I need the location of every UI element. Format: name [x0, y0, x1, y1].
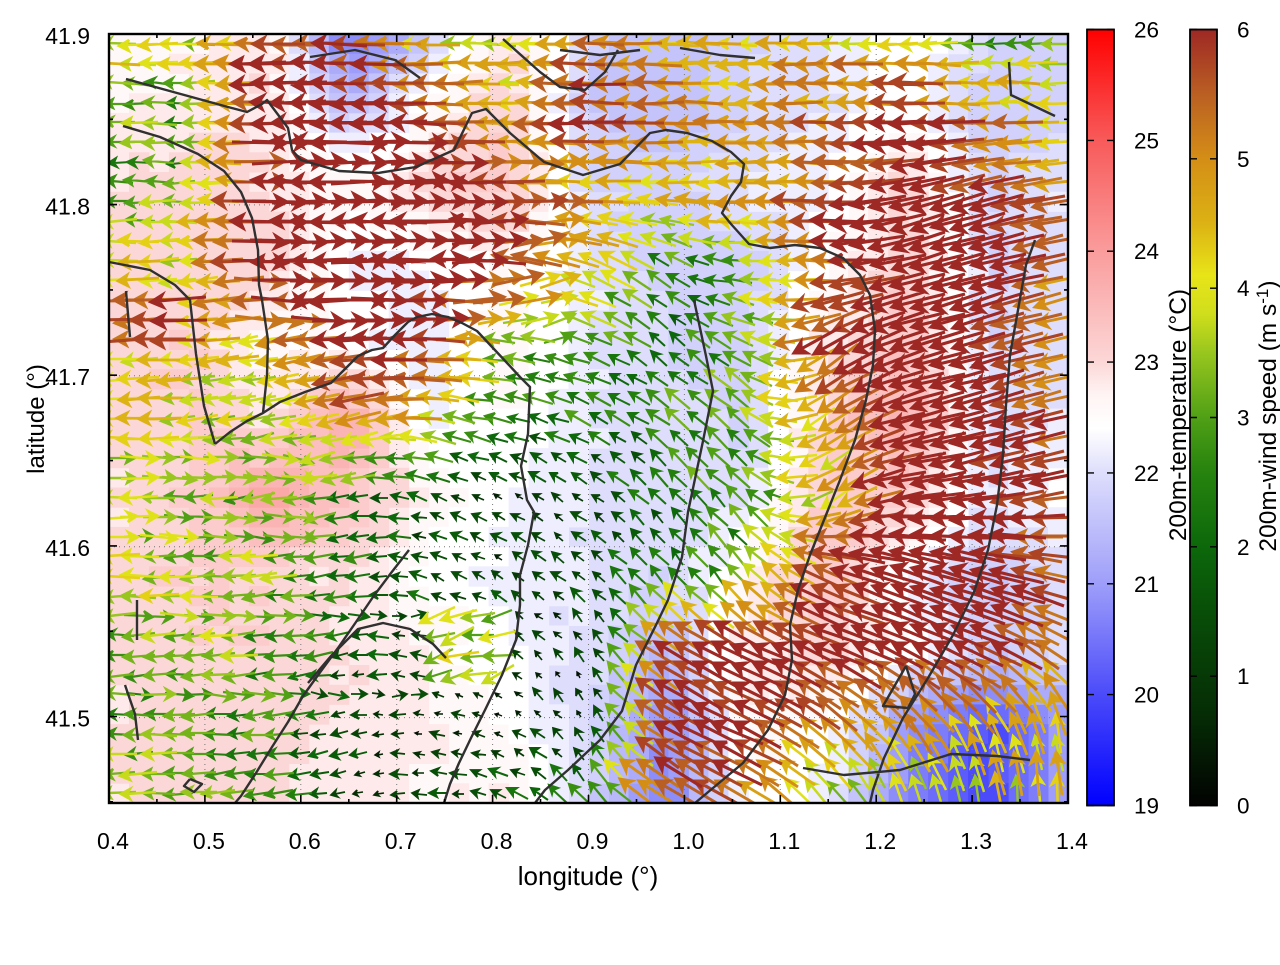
svg-text:0.9: 0.9: [577, 828, 609, 854]
svg-text:41.7: 41.7: [45, 364, 90, 390]
svg-text:0.8: 0.8: [481, 828, 513, 854]
svg-text:0.5: 0.5: [193, 828, 225, 854]
svg-text:41.6: 41.6: [45, 535, 90, 561]
svg-text:25: 25: [1134, 128, 1159, 153]
svg-text:longitude (°): longitude (°): [518, 861, 658, 891]
svg-text:200m-wind speed (m s-1): 200m-wind speed (m s-1): [1253, 280, 1280, 551]
svg-text:latitude (°): latitude (°): [23, 364, 50, 474]
svg-text:41.5: 41.5: [45, 706, 90, 732]
svg-text:19: 19: [1134, 794, 1159, 819]
svg-text:0.6: 0.6: [289, 828, 321, 854]
svg-text:4: 4: [1237, 276, 1250, 301]
svg-text:26: 26: [1134, 18, 1159, 43]
svg-text:24: 24: [1134, 239, 1159, 264]
svg-text:0: 0: [1237, 794, 1250, 819]
svg-text:23: 23: [1134, 350, 1159, 375]
svg-text:5: 5: [1237, 147, 1250, 172]
svg-text:21: 21: [1134, 572, 1159, 597]
svg-text:1.2: 1.2: [864, 828, 896, 854]
svg-text:41.8: 41.8: [45, 194, 90, 220]
svg-text:1.1: 1.1: [768, 828, 800, 854]
svg-text:1.3: 1.3: [960, 828, 992, 854]
svg-text:2: 2: [1237, 535, 1250, 560]
svg-text:1: 1: [1237, 664, 1250, 689]
svg-text:1.0: 1.0: [672, 828, 704, 854]
svg-text:41.9: 41.9: [45, 23, 90, 49]
svg-text:0.7: 0.7: [385, 828, 417, 854]
svg-text:3: 3: [1237, 406, 1250, 431]
svg-text:22: 22: [1134, 461, 1159, 486]
svg-text:20: 20: [1134, 683, 1159, 708]
svg-text:200m-temperature (°C): 200m-temperature (°C): [1165, 289, 1192, 541]
svg-text:0.4: 0.4: [97, 828, 129, 854]
svg-text:1.4: 1.4: [1056, 828, 1088, 854]
svg-text:6: 6: [1237, 18, 1250, 43]
